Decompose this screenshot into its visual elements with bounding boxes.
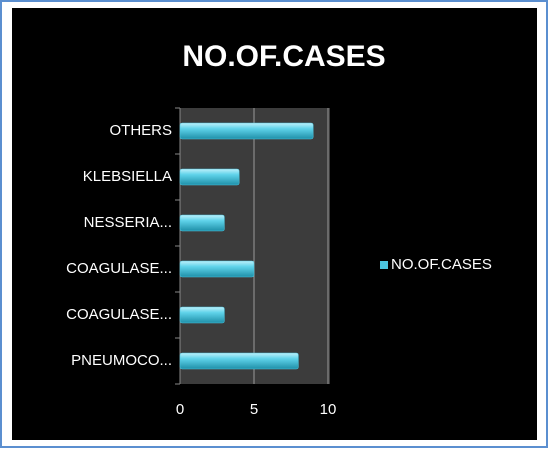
bar [179,306,225,324]
plot-area [180,108,330,384]
bar [179,352,299,370]
y-tick-label: COAGULASE... [66,260,172,277]
y-tick-label: COAGULASE... [66,306,172,323]
bar [179,214,225,232]
legend-swatch [380,261,388,269]
x-tick-label: 0 [176,401,184,418]
bar [179,168,240,186]
y-tick-label: PNEUMOCO... [71,352,172,369]
chart-title: NO.OF.CASES [182,40,385,73]
bar [179,122,314,140]
bar [179,260,255,278]
y-tick-label: NESSERIA... [84,214,172,231]
y-tick-label: OTHERS [109,122,172,139]
y-tick-label: KLEBSIELLA [83,168,172,185]
x-tick-label: 10 [320,401,337,418]
x-tick-label: 5 [250,401,258,418]
legend-label: NO.OF.CASES [391,256,492,273]
